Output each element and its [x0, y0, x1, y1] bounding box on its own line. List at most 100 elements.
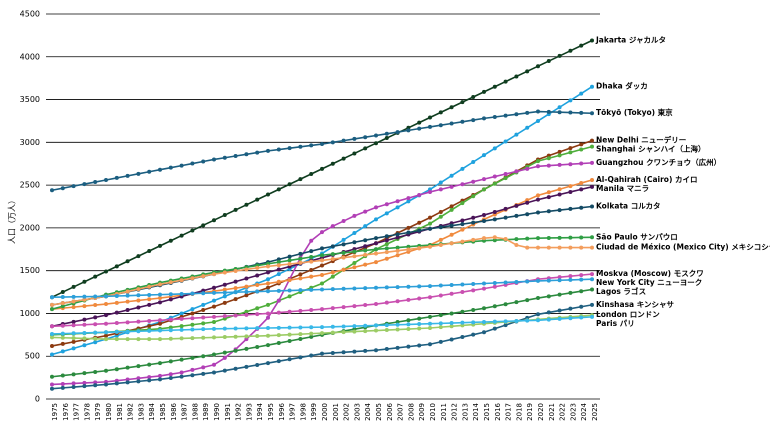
data-point — [590, 38, 594, 43]
data-point — [492, 284, 497, 289]
data-point — [244, 346, 249, 351]
data-point — [168, 292, 173, 297]
data-point — [460, 119, 465, 124]
data-point — [557, 278, 562, 283]
data-point — [104, 333, 108, 338]
data-point — [114, 367, 119, 372]
data-point — [330, 287, 335, 292]
data-point — [50, 331, 54, 336]
data-point — [190, 291, 195, 296]
y-tick-label: 2500 — [20, 181, 40, 190]
data-point — [536, 236, 540, 241]
series-line — [51, 304, 593, 390]
data-point — [158, 292, 162, 297]
data-point — [525, 318, 530, 323]
data-point — [363, 303, 368, 308]
x-tick-label: 1998 — [299, 403, 307, 421]
data-point — [417, 343, 422, 348]
data-point — [341, 330, 346, 335]
data-point — [471, 308, 476, 313]
data-point — [276, 298, 281, 303]
data-point — [201, 274, 206, 279]
data-point — [276, 325, 281, 330]
data-point — [60, 385, 65, 390]
data-point — [71, 323, 76, 328]
data-point — [525, 125, 530, 130]
y-tick-label: 0 — [35, 395, 40, 404]
data-point — [158, 300, 162, 305]
data-point — [503, 113, 508, 118]
data-point — [352, 265, 357, 270]
data-point — [179, 336, 184, 341]
data-point — [568, 98, 573, 103]
data-point — [60, 304, 65, 309]
data-point — [374, 348, 378, 353]
data-point — [114, 293, 119, 298]
data-point — [125, 380, 130, 385]
data-point — [460, 182, 465, 187]
data-point — [136, 287, 141, 292]
x-tick-label: 2013 — [461, 403, 469, 421]
data-point — [363, 323, 368, 328]
data-point — [428, 221, 432, 226]
data-point — [82, 304, 87, 309]
data-point — [546, 245, 551, 250]
data-point — [384, 234, 389, 239]
data-point — [125, 299, 130, 304]
data-point — [503, 319, 508, 324]
data-point — [276, 279, 281, 284]
data-point — [536, 193, 540, 198]
data-point — [482, 89, 486, 94]
data-point — [266, 285, 270, 290]
data-point — [222, 282, 227, 287]
data-point — [244, 276, 249, 281]
data-point — [71, 372, 76, 377]
data-point — [449, 337, 454, 342]
data-point — [60, 341, 65, 346]
data-point — [168, 280, 173, 285]
data-point — [579, 110, 584, 115]
data-point — [384, 300, 389, 305]
data-point — [114, 329, 119, 334]
data-point — [50, 374, 54, 379]
data-point — [168, 165, 173, 170]
data-point — [579, 142, 584, 147]
x-tick-label: 2001 — [332, 403, 340, 421]
x-tick-label: 1988 — [191, 403, 199, 421]
data-point — [255, 265, 260, 270]
data-point — [482, 116, 486, 121]
data-point — [352, 240, 357, 245]
data-point — [395, 299, 400, 304]
data-point — [266, 315, 270, 320]
data-point — [158, 361, 162, 366]
y-tick-label: 1000 — [20, 309, 40, 318]
data-point — [417, 246, 422, 251]
data-point — [536, 278, 540, 283]
data-point — [374, 133, 378, 138]
x-tick-label: 2015 — [483, 403, 491, 421]
data-point — [525, 200, 530, 205]
data-point — [557, 110, 562, 115]
data-point — [341, 305, 346, 310]
data-point — [546, 156, 551, 161]
data-point — [93, 274, 98, 279]
data-point — [406, 327, 411, 332]
data-point — [266, 302, 270, 307]
data-point — [471, 332, 476, 337]
data-point — [352, 324, 357, 329]
data-point — [374, 141, 378, 146]
data-point — [438, 283, 443, 288]
data-point — [428, 284, 432, 289]
data-point — [330, 350, 335, 355]
data-point — [579, 245, 584, 250]
data-point — [460, 320, 465, 325]
series-line — [51, 139, 593, 347]
data-point — [449, 311, 454, 316]
data-point — [212, 272, 216, 277]
data-point — [104, 313, 108, 318]
data-point — [287, 182, 292, 187]
data-point — [201, 371, 206, 376]
data-point — [460, 323, 465, 328]
x-tick-label: 1990 — [213, 403, 221, 421]
x-tick-label: 1983 — [137, 403, 145, 421]
